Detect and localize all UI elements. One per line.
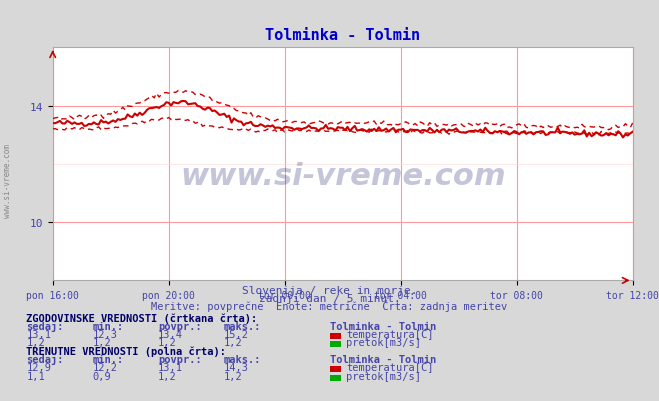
Text: povpr.:: povpr.: [158, 321, 202, 331]
Text: maks.:: maks.: [224, 321, 262, 331]
Text: Tolminka - Tolmin: Tolminka - Tolmin [330, 321, 436, 331]
Text: 15,2: 15,2 [224, 329, 249, 339]
Text: 13,1: 13,1 [158, 362, 183, 372]
Text: 0,9: 0,9 [92, 371, 111, 381]
Text: 1,2: 1,2 [158, 337, 177, 347]
Text: sedaj:: sedaj: [26, 353, 64, 364]
Text: zadnji dan / 5 minut.: zadnji dan / 5 minut. [258, 294, 401, 304]
Text: ZGODOVINSKE VREDNOSTI (črtkana črta):: ZGODOVINSKE VREDNOSTI (črtkana črta): [26, 312, 258, 323]
Text: www.si-vreme.com: www.si-vreme.com [3, 144, 13, 217]
Text: Tolminka - Tolmin: Tolminka - Tolmin [330, 354, 436, 364]
Text: min.:: min.: [92, 354, 123, 364]
Text: 1,2: 1,2 [26, 337, 45, 347]
Text: temperatura[C]: temperatura[C] [346, 329, 434, 339]
Text: maks.:: maks.: [224, 354, 262, 364]
Text: temperatura[C]: temperatura[C] [346, 362, 434, 372]
Text: 14,3: 14,3 [224, 362, 249, 372]
Text: 1,1: 1,1 [26, 371, 45, 381]
Title: Tolminka - Tolmin: Tolminka - Tolmin [265, 28, 420, 43]
Text: TRENUTNE VREDNOSTI (polna črta):: TRENUTNE VREDNOSTI (polna črta): [26, 345, 226, 356]
Text: Slovenija / reke in morje.: Slovenija / reke in morje. [242, 286, 417, 296]
Text: 1,2: 1,2 [224, 371, 243, 381]
Text: 1,2: 1,2 [92, 337, 111, 347]
Text: 1,2: 1,2 [158, 371, 177, 381]
Text: povpr.:: povpr.: [158, 354, 202, 364]
Text: Meritve: povprečne  Enote: metrične  Črta: zadnja meritev: Meritve: povprečne Enote: metrične Črta:… [152, 300, 507, 312]
Text: 12,9: 12,9 [26, 362, 51, 372]
Text: min.:: min.: [92, 321, 123, 331]
Text: 13,1: 13,1 [26, 329, 51, 339]
Text: 12,2: 12,2 [92, 362, 117, 372]
Text: 12,3: 12,3 [92, 329, 117, 339]
Text: 13,4: 13,4 [158, 329, 183, 339]
Text: www.si-vreme.com: www.si-vreme.com [180, 162, 505, 190]
Text: pretok[m3/s]: pretok[m3/s] [346, 371, 421, 381]
Text: sedaj:: sedaj: [26, 320, 64, 331]
Text: 1,2: 1,2 [224, 337, 243, 347]
Text: pretok[m3/s]: pretok[m3/s] [346, 337, 421, 347]
